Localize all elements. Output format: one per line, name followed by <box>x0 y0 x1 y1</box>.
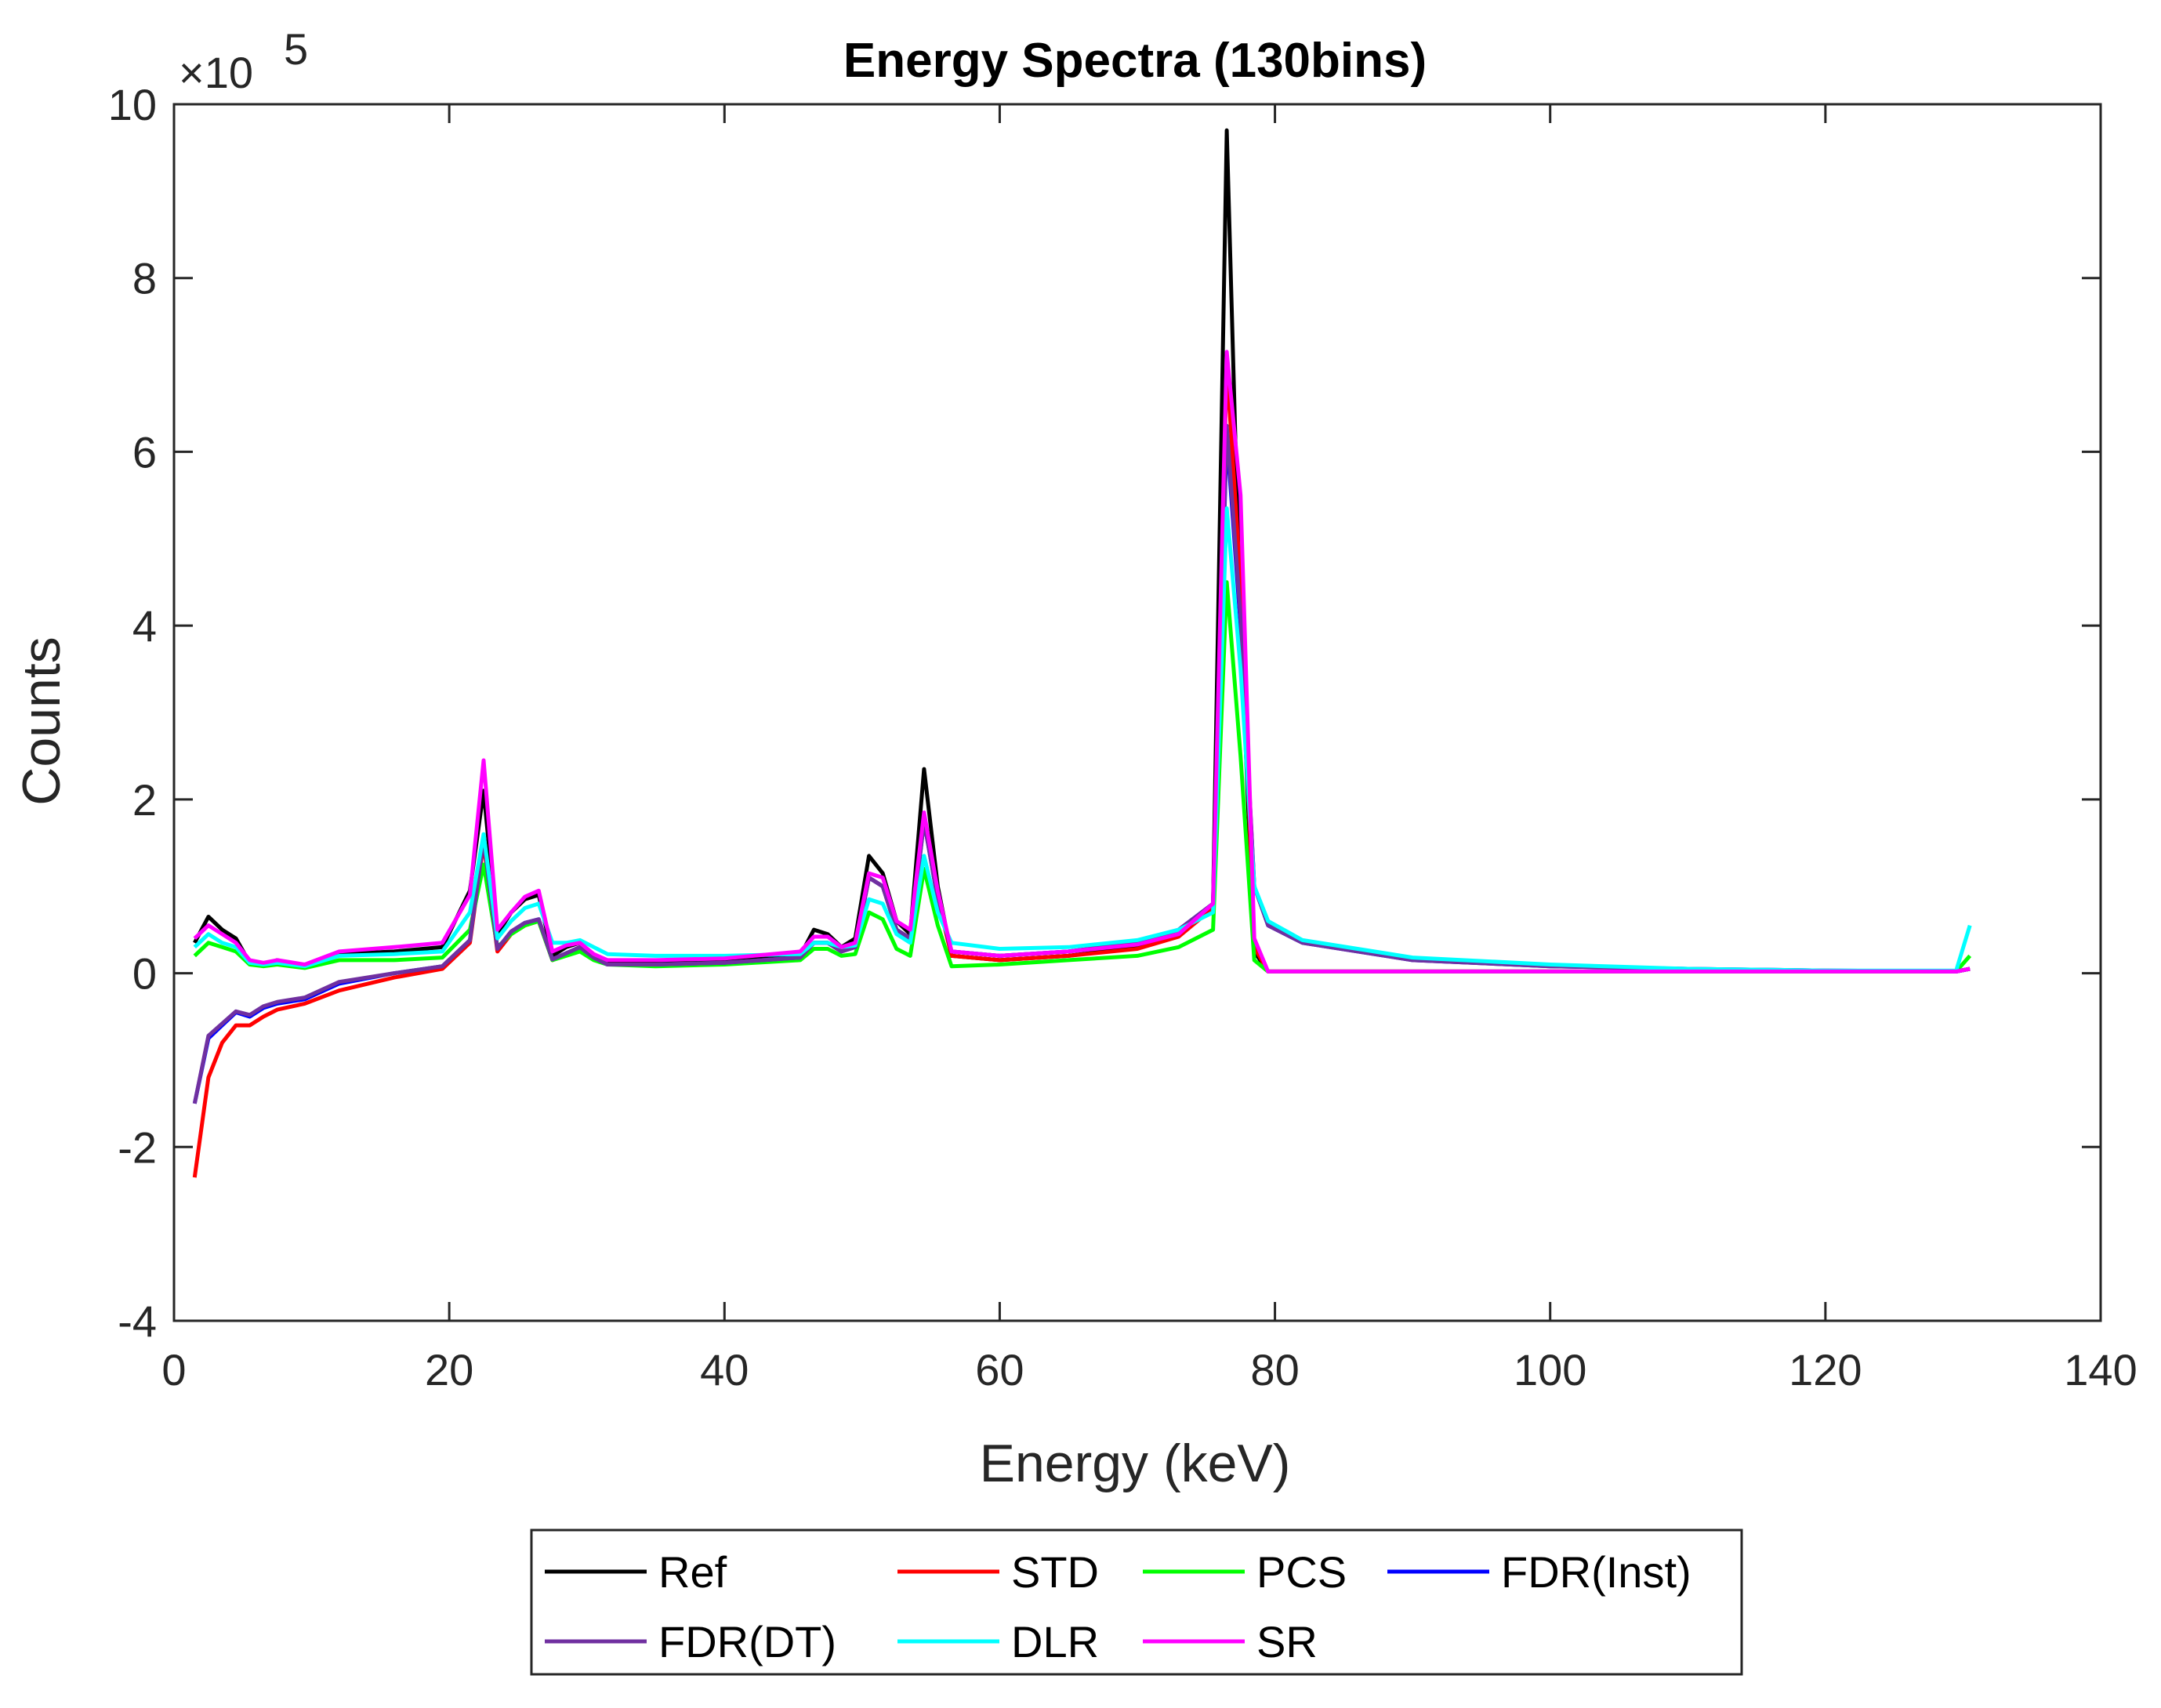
legend-label-fdr-dt: FDR(DT) <box>658 1617 836 1666</box>
legend-label-std: STD <box>1011 1547 1099 1597</box>
y-tick-labels: -4 -2 0 2 4 6 8 10 <box>108 80 157 1346</box>
x-tick-label: 60 <box>975 1345 1024 1394</box>
x-tick-labels: 0 20 40 60 80 100 120 140 <box>161 1345 2137 1394</box>
x-tick-label: 120 <box>1789 1345 1862 1394</box>
y-multiplier-exponent: 5 <box>284 24 308 74</box>
x-tick-label: 20 <box>425 1345 473 1394</box>
legend-box <box>530 1528 1743 1676</box>
y-tick-label: 10 <box>108 80 157 129</box>
legend: Ref STD PCS FDR(Inst) FDR(DT) DLR SR <box>530 1528 1743 1676</box>
series-line-sr <box>193 350 1971 974</box>
plot-area <box>174 104 2101 1321</box>
y-tick-label: 6 <box>132 427 157 477</box>
legend-label-ref: Ref <box>658 1547 727 1597</box>
y-multiplier: ×10 5 <box>179 24 308 97</box>
y-tick-label: 2 <box>132 775 157 825</box>
y-tick-label: 4 <box>132 601 157 651</box>
plot-border <box>172 103 2102 1322</box>
series-line-pcs <box>193 580 1972 974</box>
x-tick-label: 80 <box>1250 1345 1299 1394</box>
x-axis-label: Energy (keV) <box>980 1434 1291 1493</box>
y-axis-label: Counts <box>12 636 71 805</box>
series-lines <box>192 128 1972 1178</box>
legend-label-sr: SR <box>1256 1617 1318 1666</box>
x-tick-label: 40 <box>700 1345 749 1394</box>
legend-label-pcs: PCS <box>1256 1547 1347 1597</box>
chart-title: Energy Spectra (130bins) <box>843 34 1427 88</box>
y-tick-label: 0 <box>132 949 157 999</box>
x-tick-label: 100 <box>1514 1345 1586 1394</box>
y-tick-label: -2 <box>118 1122 157 1172</box>
x-tick-label: 140 <box>2064 1345 2137 1394</box>
y-tick-label: -4 <box>118 1296 157 1346</box>
legend-label-dlr: DLR <box>1011 1617 1099 1666</box>
x-tick-label: 0 <box>161 1345 186 1394</box>
y-multiplier-base: ×10 <box>179 48 253 97</box>
y-tick-label: 8 <box>132 254 157 303</box>
legend-label-fdr-inst: FDR(Inst) <box>1501 1547 1691 1597</box>
